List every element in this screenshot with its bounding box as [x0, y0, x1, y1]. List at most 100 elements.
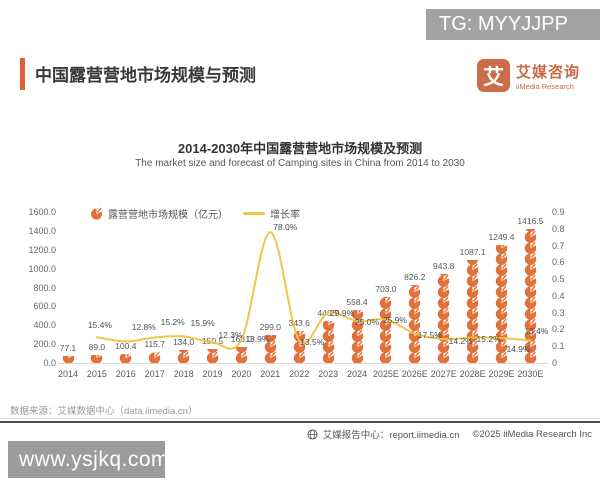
growth-rate-label: 14.2% [448, 336, 473, 347]
y-axis-right-tick: 0.9 [552, 207, 565, 217]
camping-pie-icon [235, 347, 248, 353]
camping-pie-icon [466, 260, 479, 265]
growth-rate-label: 29.9% [330, 307, 355, 318]
growth-rate-label: 13.5% [300, 337, 325, 348]
x-axis-label: 2017 [144, 369, 165, 379]
logo-name-en: iiMedia Research [515, 81, 574, 91]
x-axis-label: 2026E [401, 369, 428, 379]
x-axis-label: 2014 [57, 369, 79, 379]
camping-pie-icon [90, 354, 103, 363]
bar-value-label: 1087.1 [459, 247, 486, 258]
chart-legend: 露营营地市场规模（亿元） 增长率 [90, 206, 300, 221]
pictograph-stack [234, 347, 249, 363]
camping-pie-icon [379, 296, 392, 298]
x-axis-label: 2019 [202, 369, 223, 379]
growth-rate-label: 12.3% [218, 330, 243, 341]
y-axis-right-tick: 0.4 [552, 290, 565, 301]
bar-value-label: 343.6 [288, 317, 310, 328]
y-axis-right-tick: 0.5 [552, 274, 565, 285]
y-axis-left-tick: 400.0 [33, 320, 56, 331]
y-axis-right-tick: 0 [552, 358, 558, 368]
footer-divider-light [0, 418, 600, 419]
report-center-text: 艾媒报告中心：report.iimedia.cn [322, 430, 460, 441]
bar-value-label: 826.2 [404, 272, 426, 283]
x-axis-label: 2020 [231, 369, 252, 379]
pictograph-stack [89, 354, 104, 363]
camping-pie-icon [495, 245, 508, 254]
growth-rate-legend-label: 增长率 [270, 210, 300, 221]
page-title: 中国露营营地市场规模与预测 [35, 66, 256, 85]
footer-report-info: 艾媒报告中心：report.iimedia.cn ©2025 iiMedia R… [307, 427, 592, 441]
x-axis-label: 2030E [517, 369, 544, 379]
x-axis-label: 2015 [86, 369, 107, 379]
x-axis-label: 2023 [318, 369, 339, 379]
y-axis-right-tick: 0.8 [552, 223, 565, 234]
growth-rate-label: 15.2% [160, 317, 185, 328]
chart-title: 2014-2030年中国露营营地市场规模及预测 [177, 141, 423, 156]
pictograph-stack [176, 350, 191, 363]
pictograph-stack [118, 353, 133, 363]
camping-pie-icon [177, 351, 190, 363]
iimedia-logo-icon: 艾 [476, 59, 510, 92]
camping-pie-icon [351, 351, 364, 363]
footer-divider-dark [0, 421, 600, 423]
iimedia-logo: 艾 艾媒咨询 iiMedia Research [476, 59, 580, 92]
growth-rate-label: 25.0% [354, 317, 380, 328]
pictograph-stack [147, 352, 162, 363]
y-axis-right-tick: 0.7 [552, 240, 565, 251]
camping-pie-icon [524, 229, 537, 232]
growth-rate-label: 12.8% [131, 321, 156, 332]
camping-pie-icon [148, 352, 161, 363]
x-axis-label: 2027E [430, 369, 457, 379]
growth-rate-label: 15.2% [476, 334, 501, 345]
tg-watermark: TG: MYYJJPP [426, 9, 600, 40]
bar-value-label: 1416.5 [517, 216, 544, 227]
copyright-text: ©2025 iiMedia Research Inc [472, 428, 592, 440]
globe-icon [307, 428, 318, 440]
x-axis-label: 2016 [115, 369, 136, 379]
camping-pie-icon [437, 273, 450, 276]
camping-pie-icon [62, 355, 75, 363]
market-size-legend-label: 露营营地市场规模（亿元） [108, 210, 228, 221]
growth-rate-label: 17.5% [417, 329, 442, 340]
chart-subtitle: The market size and forecast of Camping … [135, 158, 465, 169]
x-axis-label: 2022 [289, 369, 310, 379]
camping-pie-icon [119, 353, 132, 363]
y-axis-right-tick: 0.3 [552, 307, 565, 318]
growth-rate-label: 13.4% [524, 325, 549, 336]
growth-rate-label: 14.9% [506, 344, 531, 354]
pictograph-stack [378, 296, 393, 363]
bar-value-label: 77.1 [59, 342, 77, 353]
camping-pie-icon [322, 320, 335, 331]
growth-rate-label: 15.9% [190, 318, 215, 329]
y-axis-right-tick: 0.2 [552, 324, 565, 335]
growth-rate-label: 13.9% [245, 333, 270, 344]
camping-pie-icon [379, 296, 392, 309]
pictograph-stack [205, 348, 220, 363]
growth-rate-legend-icon [243, 212, 265, 215]
camping-pie-icon [408, 351, 421, 363]
camping-pie-icon [177, 350, 190, 353]
bar-value-label: 943.8 [433, 260, 455, 271]
title-accent-bar [20, 58, 25, 90]
bar-value-label: 1249.4 [488, 232, 515, 243]
growth-rate-label: 15.4% [87, 320, 112, 331]
data-source: 数据来源：艾媒数据中心（data.iimedia.cn） [10, 406, 198, 417]
logo-name-cn: 艾媒咨询 [515, 63, 580, 81]
x-axis-line [58, 363, 548, 364]
y-axis-left-tick: 1400.0 [28, 225, 56, 236]
bar-value-label: 703.0 [375, 283, 397, 294]
camping-pie-icon [206, 348, 219, 353]
pictograph-stack [523, 229, 538, 363]
y-axis-right-tick: 0.1 [552, 341, 565, 352]
y-axis-left-tick: 1200.0 [28, 244, 56, 255]
y-axis-left-tick: 600.0 [33, 301, 56, 312]
camping-pie-icon [264, 351, 277, 363]
y-axis-right-tick: 0.6 [552, 257, 565, 268]
camping-pie-icon [293, 351, 306, 363]
x-axis-label: 2028E [459, 369, 486, 379]
x-axis-label: 2025E [372, 369, 399, 379]
growth-rate-label: 25.9% [382, 314, 407, 325]
